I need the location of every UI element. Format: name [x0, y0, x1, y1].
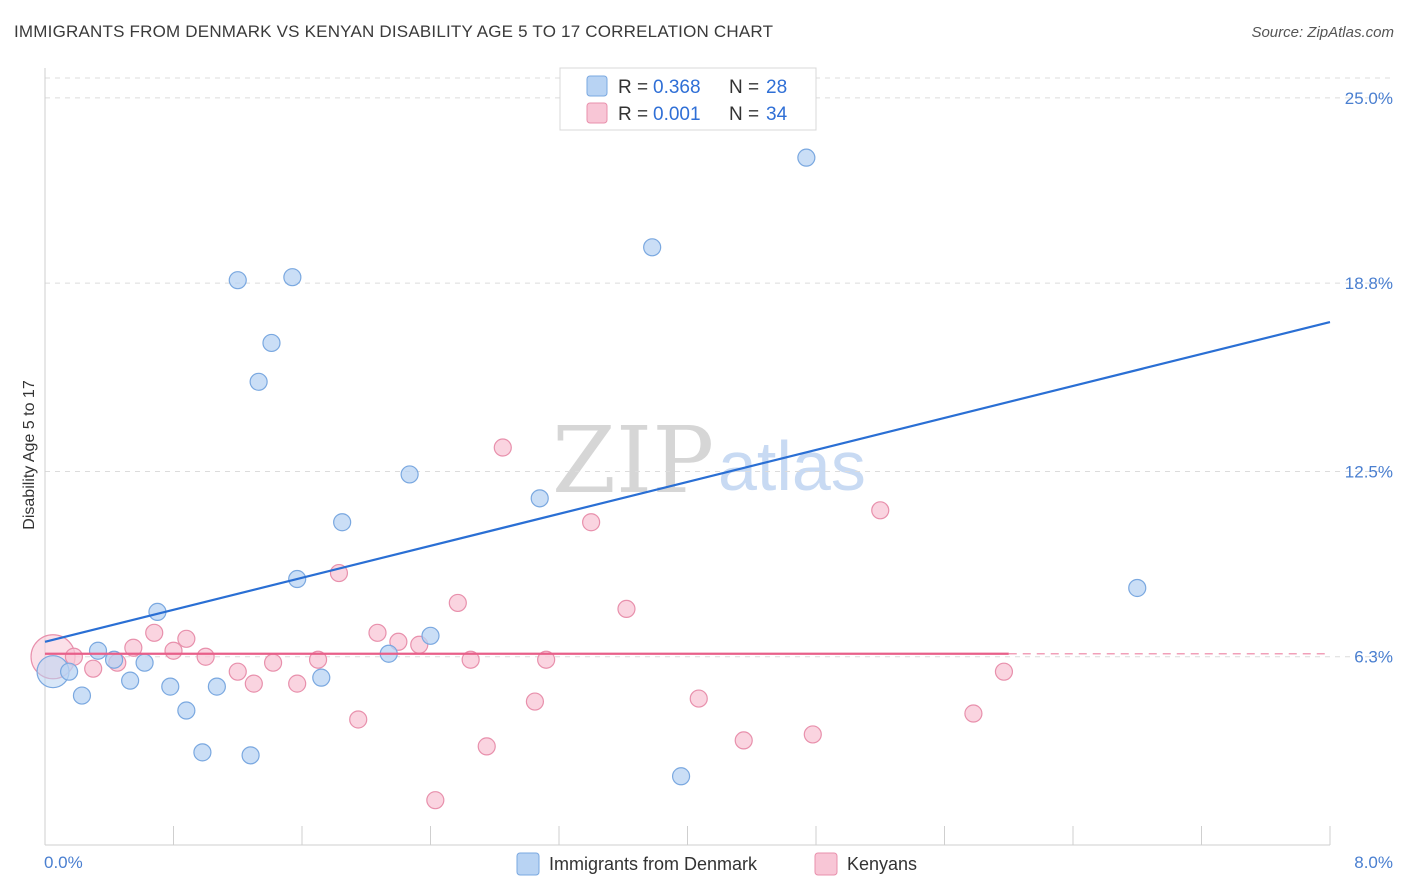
- x-ticks: [173, 826, 1331, 845]
- kenyans-point: [582, 513, 601, 532]
- y-tick-label: 12.5%: [1345, 462, 1393, 481]
- legend-n-label-blue: N =: [729, 77, 759, 98]
- kenyans-point: [617, 599, 636, 619]
- denmark-trendline: [44, 320, 1331, 643]
- legend-r-label-blue: R =: [618, 77, 648, 98]
- trendlines: [44, 320, 1331, 655]
- legend-r-label-pink: R =: [618, 104, 648, 125]
- kenyans-point: [84, 659, 103, 678]
- kenyans-point: [228, 662, 247, 681]
- series-legend-label-kenyans: Kenyans: [847, 854, 917, 874]
- watermark-zip: ZIP: [552, 407, 714, 514]
- denmark-point: [671, 767, 691, 786]
- y-tick-labels: 6.3% 12.5% 18.8% 25.0%: [1345, 89, 1393, 667]
- kenyans-point: [461, 650, 480, 669]
- denmark-point: [228, 271, 247, 290]
- denmark-point: [530, 489, 549, 508]
- denmark-points: [36, 148, 1147, 786]
- legend-r-value-blue: 0.368: [653, 77, 701, 98]
- legend-swatch-blue: [586, 75, 608, 97]
- kenyans-point: [426, 791, 445, 810]
- kenyans-point: [244, 674, 263, 693]
- denmark-point: [643, 238, 662, 257]
- denmark-point: [333, 513, 352, 532]
- denmark-point: [59, 662, 79, 681]
- kenyans-point: [164, 641, 183, 660]
- chart-title: IMMIGRANTS FROM DENMARK VS KENYAN DISABI…: [14, 22, 774, 41]
- correlation-legend: R = 0.368 N = 28 R = 0.001 N = 34: [559, 67, 817, 131]
- kenyans-point: [493, 438, 512, 457]
- source-label: Source: ZipAtlas.com: [1251, 24, 1394, 41]
- denmark-point: [797, 148, 816, 167]
- denmark-point: [193, 743, 212, 762]
- legend-n-label-pink: N =: [729, 104, 759, 125]
- denmark-point: [241, 746, 260, 765]
- denmark-point: [421, 626, 440, 645]
- denmark-point: [400, 465, 419, 484]
- denmark-point: [177, 701, 196, 720]
- kenyans-point: [308, 650, 328, 669]
- denmark-point: [72, 686, 92, 705]
- gridlines: [45, 77, 1393, 658]
- denmark-point: [135, 653, 154, 672]
- kenyans-point: [734, 731, 753, 750]
- x-tick-label-min: 0.0%: [44, 853, 83, 872]
- kenyans-point: [288, 674, 307, 693]
- kenyans-point: [145, 623, 164, 642]
- kenyans-point: [803, 725, 822, 744]
- denmark-point: [262, 333, 281, 353]
- legend-swatch-pink: [586, 102, 608, 124]
- kenyans-point: [368, 623, 387, 642]
- legend-n-value-pink: 34: [766, 104, 788, 125]
- series-legend-swatch-kenyans: [814, 852, 838, 876]
- kenyans-point: [263, 653, 283, 672]
- kenyans-point: [537, 650, 556, 669]
- y-tick-label: 6.3%: [1354, 648, 1393, 667]
- kenyans-point: [389, 632, 408, 651]
- kenyans-point: [477, 737, 496, 756]
- y-tick-label: 18.8%: [1345, 274, 1393, 293]
- kenyans-point: [994, 662, 1014, 681]
- kenyans-point: [196, 647, 215, 666]
- series-legend-swatch-denmark: [516, 852, 540, 876]
- denmark-point: [283, 268, 302, 287]
- denmark-point: [88, 641, 108, 660]
- kenyans-point: [124, 638, 143, 657]
- denmark-point: [312, 668, 331, 687]
- denmark-point: [207, 677, 226, 696]
- denmark-point: [249, 372, 268, 391]
- denmark-point: [104, 650, 124, 669]
- denmark-point: [1128, 578, 1147, 598]
- kenyans-point: [871, 501, 890, 520]
- kenyans-point: [177, 629, 196, 648]
- legend-r-value-pink: 0.001: [653, 104, 701, 125]
- series-legend: Immigrants from Denmark Kenyans: [516, 852, 917, 876]
- x-tick-label-max: 8.0%: [1354, 853, 1393, 872]
- denmark-point: [161, 677, 180, 696]
- legend-n-value-blue: 28: [766, 77, 787, 98]
- y-tick-label: 25.0%: [1345, 89, 1393, 108]
- denmark-point: [121, 671, 140, 690]
- series-legend-label-denmark: Immigrants from Denmark: [549, 854, 758, 874]
- kenyans-point: [525, 692, 545, 711]
- kenyans-point: [349, 710, 368, 729]
- watermark-atlas: atlas: [718, 427, 866, 505]
- kenyans-point: [448, 593, 467, 613]
- kenyans-point: [964, 704, 983, 723]
- y-axis-title: Disability Age 5 to 17: [21, 380, 38, 530]
- kenyans-point: [689, 689, 708, 708]
